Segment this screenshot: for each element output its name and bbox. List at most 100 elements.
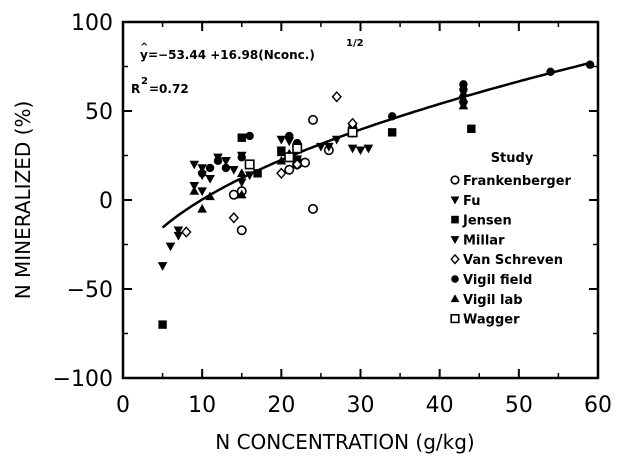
- legend-marker-jensen: [451, 215, 459, 224]
- data-point-vigil-field: [205, 163, 215, 173]
- legend-marker-wagger: [450, 313, 460, 324]
- data-point-frankenberger: [228, 189, 239, 200]
- y-tick-label: −100: [53, 367, 113, 392]
- legend: Study Frankenberger Fu Jensen Millar Van Schr…: [450, 151, 572, 328]
- data-point-wagger: [284, 152, 295, 163]
- r-squared-label: R: [131, 82, 140, 96]
- chart-axes: [121, 20, 600, 380]
- data-point-fu: [236, 178, 247, 188]
- legend-marker-van-schreven: [450, 253, 460, 265]
- chart-ticks: 0 10 20 30 40 50 60 100 50 0 −50 −100: [53, 11, 612, 418]
- data-point-wagger: [244, 159, 255, 170]
- data-point-vigil-field: [546, 67, 555, 77]
- x-tick-label: 30: [347, 393, 375, 418]
- data-point-van-schreven: [292, 158, 303, 171]
- data-point-wagger: [292, 143, 303, 154]
- data-point-vigil-field: [221, 163, 231, 173]
- fit-curve: [161, 61, 591, 229]
- data-point-fu: [316, 142, 326, 152]
- equation-exponent: 1/2: [346, 38, 364, 49]
- data-point-jensen: [158, 320, 167, 329]
- y-tick-label: 100: [71, 11, 113, 36]
- data-point-fu: [355, 146, 366, 156]
- data-point-vigil-lab: [458, 100, 469, 110]
- legend-marker-frankenberger: [450, 175, 460, 185]
- data-point-fu: [173, 226, 184, 236]
- legend-label-millar: Millar: [463, 233, 505, 248]
- data-point-fu: [189, 160, 200, 170]
- legend-marker-fu: [450, 196, 460, 205]
- y-tick-label: 0: [99, 189, 113, 214]
- legend-title: Study: [491, 151, 534, 166]
- data-point-van-schreven: [181, 226, 192, 238]
- data-point-jensen: [237, 133, 246, 142]
- data-point-frankenberger: [307, 114, 318, 125]
- data-point-frankenberger: [307, 203, 318, 214]
- data-point-vigil-lab: [458, 93, 469, 103]
- data-points-group: [157, 60, 595, 329]
- data-point-fu: [205, 174, 215, 184]
- data-point-vigil-lab: [205, 191, 215, 201]
- data-point-millar: [221, 157, 231, 166]
- plot-frame: [121, 20, 600, 380]
- x-tick-label: 20: [267, 393, 295, 418]
- r-squared-value: =0.72: [149, 82, 189, 96]
- data-point-fu: [363, 144, 374, 154]
- legend-label-frankenberger: Frankenberger: [463, 174, 572, 189]
- data-point-vigil-field: [213, 156, 223, 166]
- x-tick-label: 40: [426, 393, 454, 418]
- data-point-millar: [331, 135, 342, 145]
- data-point-vigil-field: [245, 131, 254, 141]
- x-axis-label: N CONCENTRATION (g/kg): [215, 430, 474, 454]
- fit-curve-group: [161, 61, 591, 229]
- data-point-fu: [347, 144, 358, 154]
- data-point-van-schreven: [228, 212, 239, 224]
- equation-y: y: [140, 48, 148, 62]
- data-point-vigil-field: [197, 169, 207, 178]
- data-point-jensen: [277, 147, 286, 157]
- data-point-frankenberger: [300, 157, 311, 168]
- data-point-van-schreven: [331, 91, 342, 103]
- x-tick-label: 50: [505, 393, 533, 418]
- equation-annotation: y^=−53.44 +16.98(Nconc.) 1/2 R2=0.72: [131, 38, 364, 96]
- legend-marker-vigil-field: [451, 275, 459, 283]
- legend-label-jensen: Jensen: [462, 214, 512, 229]
- data-point-vigil-lab: [197, 203, 207, 213]
- data-point-vigil-field: [387, 112, 397, 121]
- legend-label-vigil-lab: Vigil lab: [463, 293, 523, 308]
- legend-label-vigil-field: Vigil field: [463, 273, 532, 288]
- data-point-jensen: [253, 169, 262, 178]
- data-point-frankenberger: [236, 225, 247, 236]
- data-point-millar: [197, 187, 207, 197]
- data-point-vigil-lab: [458, 88, 469, 97]
- data-point-fu: [157, 262, 168, 271]
- data-point-vigil-lab: [236, 189, 247, 199]
- y-tick-label: −50: [67, 278, 113, 303]
- data-point-vigil-field: [585, 60, 595, 69]
- data-point-fu: [165, 242, 176, 252]
- data-point-fu: [324, 142, 334, 152]
- legend-label-van-schreven: Van Schreven: [463, 253, 563, 268]
- y-axis-label: N MINERALIZED (%): [11, 101, 35, 300]
- data-point-vigil-field: [237, 153, 246, 162]
- data-point-vigil-field: [285, 131, 294, 141]
- data-point-fu: [197, 164, 207, 173]
- data-point-vigil-lab: [236, 168, 247, 177]
- data-point-wagger: [347, 127, 358, 138]
- x-tick-label: 60: [584, 393, 612, 418]
- legend-marker-vigil-lab: [450, 294, 460, 303]
- data-point-vigil-field: [459, 80, 468, 89]
- r-squared-sup: 2: [141, 76, 148, 87]
- y-tick-label: 50: [85, 100, 113, 125]
- data-point-jensen: [387, 128, 397, 137]
- data-point-frankenberger: [284, 164, 295, 175]
- legend-marker-millar: [450, 236, 460, 244]
- data-point-fu: [229, 166, 239, 175]
- data-point-vigil-lab: [276, 155, 287, 165]
- legend-label-fu: Fu: [463, 194, 481, 209]
- data-point-van-schreven: [276, 167, 287, 180]
- data-point-fu: [173, 231, 184, 241]
- x-tick-label: 10: [188, 393, 216, 418]
- data-point-fu: [244, 171, 255, 181]
